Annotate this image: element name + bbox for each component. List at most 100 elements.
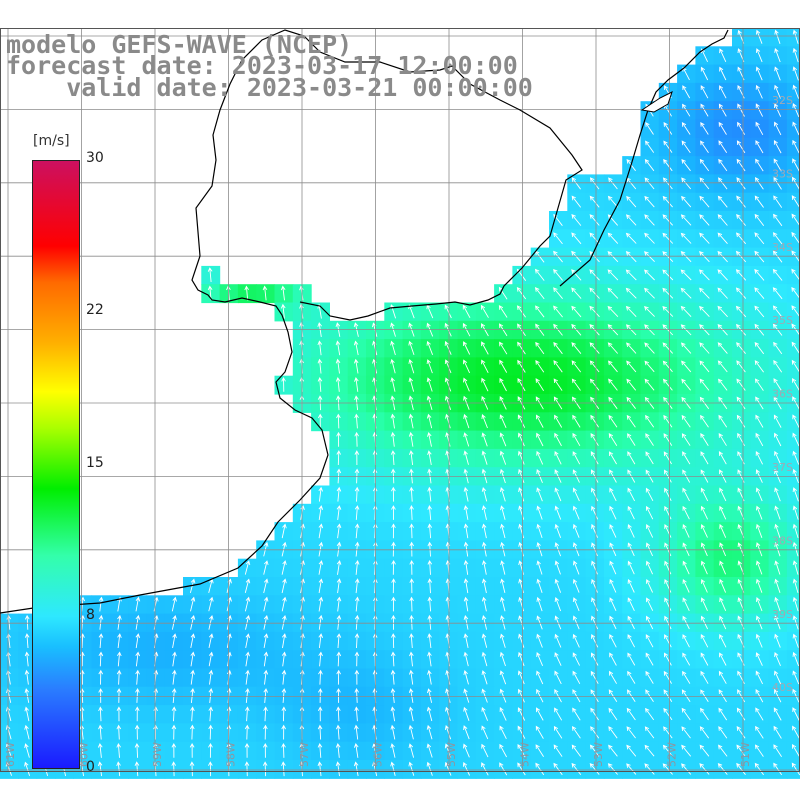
wind-arrow	[517, 688, 525, 703]
wind-arrow	[318, 578, 324, 594]
wind-arrow	[663, 433, 673, 446]
wind-arrow	[409, 578, 414, 594]
wind-arrow	[774, 66, 781, 81]
wind-arrow	[463, 706, 470, 721]
wind-arrow	[518, 523, 525, 539]
wind-arrow	[699, 158, 710, 172]
wind-arrow	[572, 560, 580, 575]
wind-arrow	[79, 688, 85, 703]
wind-arrow	[426, 359, 433, 374]
wind-arrow	[680, 232, 692, 244]
wind-arrow	[553, 762, 563, 776]
wind-arrow	[499, 432, 507, 447]
wind-arrow	[536, 560, 543, 575]
wind-arrow	[590, 451, 599, 465]
wind-arrow	[737, 689, 746, 703]
wind-arrow	[518, 487, 525, 502]
wind-arrow	[208, 761, 213, 777]
wind-arrow	[262, 285, 268, 301]
wind-arrow	[735, 305, 747, 318]
wind-arrow	[571, 177, 581, 190]
wind-arrow	[409, 486, 414, 502]
wind-arrow	[792, 651, 800, 667]
wind-arrow	[700, 103, 709, 117]
wind-arrow	[535, 762, 545, 776]
wind-arrow	[553, 250, 563, 263]
wind-arrow	[774, 670, 782, 685]
wind-arrow	[317, 413, 323, 429]
wind-arrow	[700, 85, 709, 99]
wind-arrow	[644, 214, 655, 226]
wind-arrow	[718, 103, 727, 117]
wind-arrow	[682, 487, 690, 502]
wind-arrow	[735, 287, 747, 299]
wind-arrow	[644, 232, 655, 244]
wind-arrow	[755, 29, 763, 44]
wind-arrow	[717, 214, 728, 226]
wind-arrow	[754, 341, 765, 355]
wind-arrow	[699, 177, 710, 190]
wind-arrow	[609, 560, 617, 575]
wind-arrow	[354, 614, 360, 630]
wind-arrow	[263, 614, 269, 630]
wind-arrow	[463, 505, 469, 520]
wind-speed-cell	[786, 211, 800, 230]
wind-arrow	[627, 634, 635, 648]
wind-arrow	[245, 688, 250, 703]
wind-arrow	[390, 633, 396, 649]
wind-arrow	[792, 743, 800, 758]
wind-arrow	[390, 377, 396, 392]
wind-arrow	[608, 177, 618, 190]
wind-arrow	[463, 578, 469, 594]
wind-arrow	[499, 377, 507, 392]
wind-arrow	[681, 360, 692, 373]
wind-arrow	[754, 287, 765, 299]
wind-arrow	[589, 360, 600, 373]
wind-arrow	[792, 414, 800, 428]
wind-arrow	[589, 287, 600, 299]
wind-arrow	[554, 432, 562, 447]
wind-arrow	[408, 724, 414, 740]
wind-arrow	[718, 726, 728, 739]
wind-arrow	[626, 707, 636, 721]
latitude-label: 35S	[772, 314, 793, 327]
wind-arrow	[500, 596, 506, 612]
wind-speed-cell	[786, 28, 800, 47]
wind-arrow	[627, 670, 636, 684]
wind-arrow	[318, 560, 324, 575]
wind-arrow	[755, 597, 763, 612]
wind-arrow	[426, 377, 433, 392]
wind-arrow	[263, 669, 269, 685]
wind-arrow	[792, 523, 799, 539]
wind-arrow	[664, 505, 672, 520]
wind-arrow	[554, 578, 562, 593]
wind-arrow	[626, 378, 637, 391]
latitude-label: 36S	[772, 388, 793, 401]
wind-arrow	[481, 762, 489, 776]
wind-arrow	[755, 652, 763, 666]
wind-speed-cell	[786, 247, 800, 267]
wind-arrow	[719, 578, 727, 593]
wind-arrow	[682, 451, 691, 465]
wind-arrow	[572, 432, 581, 447]
wind-arrow	[682, 560, 690, 575]
wind-arrow	[444, 359, 452, 374]
wind-arrow	[572, 670, 581, 685]
wind-arrow	[135, 633, 141, 649]
wind-arrow	[590, 726, 600, 739]
wind-arrow	[391, 486, 396, 502]
wind-arrow	[189, 761, 195, 777]
wind-arrow	[172, 669, 177, 685]
wind-arrow	[700, 670, 709, 684]
wind-arrow	[98, 614, 104, 630]
wind-arrow	[354, 413, 359, 429]
wind-arrow	[791, 762, 800, 776]
wind-arrow	[774, 103, 782, 117]
wind-arrow	[681, 195, 692, 208]
wind-arrow	[463, 669, 469, 685]
wind-arrow	[408, 304, 415, 319]
wind-arrow	[171, 706, 177, 722]
wind-arrow	[408, 706, 414, 722]
wind-arrow	[517, 359, 526, 373]
wind-arrow	[681, 726, 691, 739]
